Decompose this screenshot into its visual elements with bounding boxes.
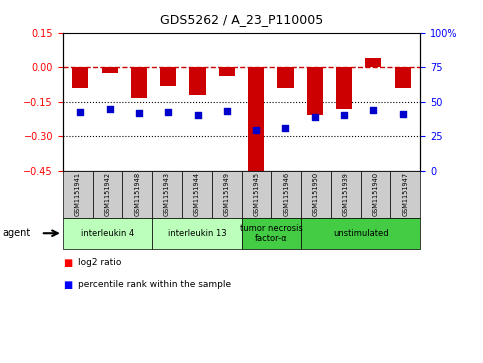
- Point: [76, 109, 84, 115]
- Text: ■: ■: [63, 258, 72, 268]
- Point: [252, 127, 260, 133]
- Text: GSM1151939: GSM1151939: [343, 172, 349, 216]
- Point: [340, 113, 348, 118]
- Text: log2 ratio: log2 ratio: [78, 258, 122, 267]
- Text: GSM1151947: GSM1151947: [402, 172, 408, 216]
- Point: [311, 114, 319, 119]
- Text: GSM1151940: GSM1151940: [372, 172, 379, 216]
- Text: ■: ■: [63, 280, 72, 290]
- Point: [194, 113, 201, 118]
- Bar: [160, 67, 176, 86]
- Bar: [277, 67, 294, 88]
- Text: agent: agent: [2, 228, 30, 238]
- Bar: [101, 67, 118, 73]
- Text: GSM1151945: GSM1151945: [254, 172, 259, 216]
- Text: interleukin 4: interleukin 4: [81, 229, 134, 238]
- Text: tumor necrosis
factor-α: tumor necrosis factor-α: [240, 224, 303, 243]
- Text: interleukin 13: interleukin 13: [168, 229, 226, 238]
- Bar: [219, 67, 235, 76]
- Point: [223, 108, 231, 114]
- Point: [282, 125, 289, 131]
- Text: GSM1151946: GSM1151946: [283, 172, 289, 216]
- Point: [106, 106, 114, 111]
- Text: GSM1151950: GSM1151950: [313, 172, 319, 216]
- Point: [369, 107, 377, 113]
- Bar: [365, 58, 382, 67]
- Text: GSM1151949: GSM1151949: [224, 172, 229, 216]
- Point: [164, 109, 172, 115]
- Text: GSM1151944: GSM1151944: [194, 172, 200, 216]
- Text: GSM1151941: GSM1151941: [75, 172, 81, 216]
- Text: percentile rank within the sample: percentile rank within the sample: [78, 280, 231, 289]
- Text: unstimulated: unstimulated: [333, 229, 388, 238]
- Bar: [307, 67, 323, 115]
- Text: GDS5262 / A_23_P110005: GDS5262 / A_23_P110005: [160, 13, 323, 26]
- Bar: [336, 67, 352, 109]
- Point: [399, 111, 407, 117]
- Point: [135, 110, 143, 116]
- Bar: [248, 67, 264, 175]
- Bar: [72, 67, 88, 88]
- Bar: [189, 67, 206, 95]
- Text: GSM1151943: GSM1151943: [164, 172, 170, 216]
- Bar: [395, 67, 411, 88]
- Text: GSM1151942: GSM1151942: [104, 172, 111, 216]
- Bar: [131, 67, 147, 98]
- Text: GSM1151948: GSM1151948: [134, 172, 140, 216]
